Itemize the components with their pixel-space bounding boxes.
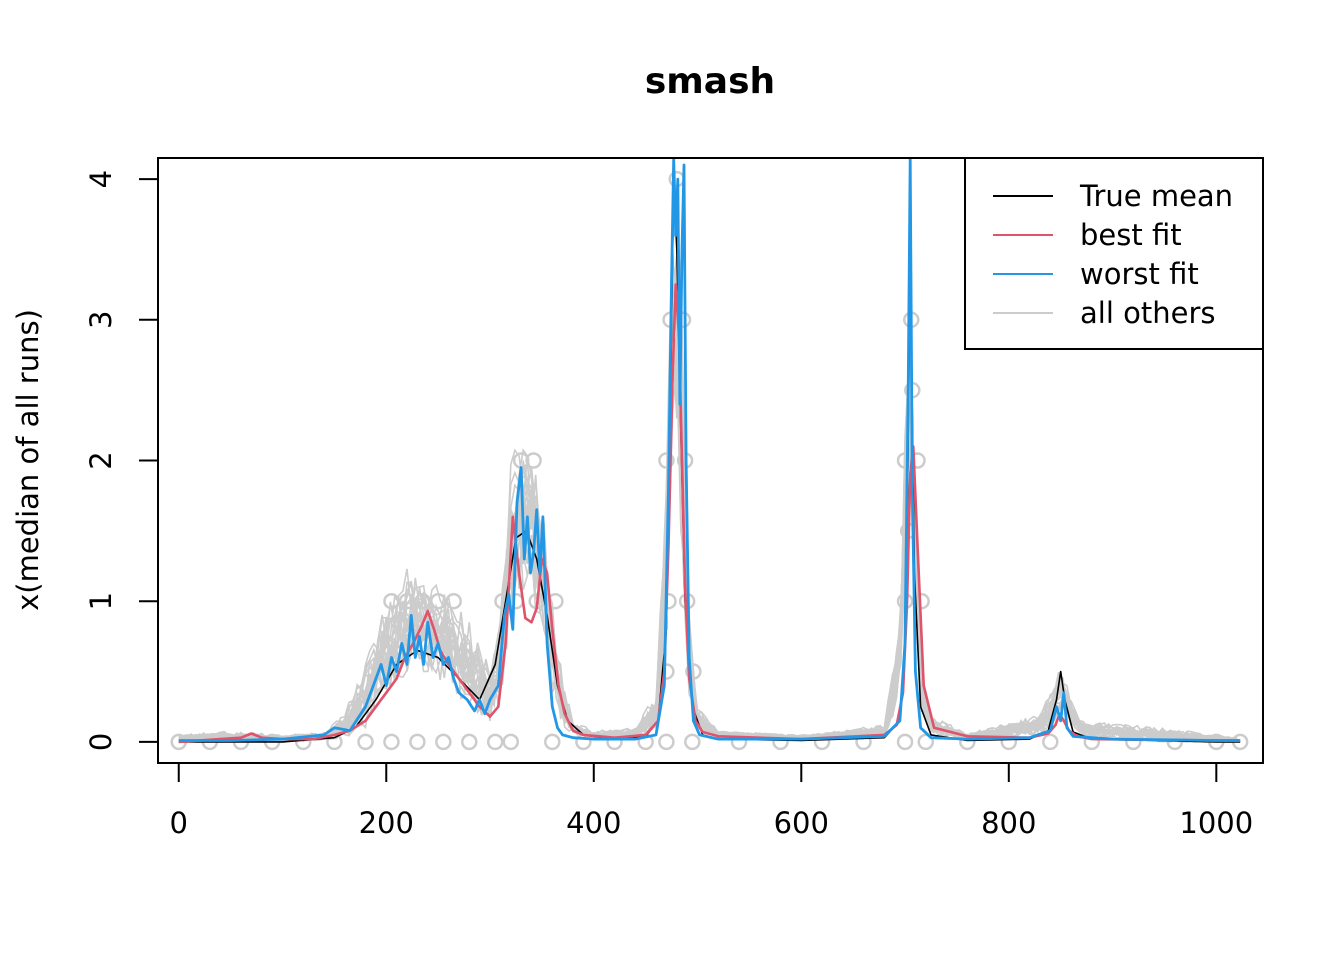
y-axis: 0 1 2 3 4 (84, 170, 159, 751)
other-run-point (445, 592, 462, 610)
other-run-point (658, 663, 675, 680)
x-tick-label: 600 (774, 806, 829, 840)
other-run-line (178, 342, 1238, 743)
other-run-point (959, 733, 976, 751)
other-run-line (178, 360, 1238, 743)
fit-lines (178, 158, 1241, 744)
other-run-point (398, 592, 416, 610)
x-tick-label: 0 (170, 806, 188, 840)
other-run-point (486, 733, 504, 751)
legend-label: best fit (1080, 218, 1182, 252)
legend-label: True mean (1079, 179, 1233, 213)
other-run-point (896, 733, 914, 751)
x-tick-label: 800 (981, 806, 1036, 840)
other-run-point (525, 452, 542, 469)
other-run-line (178, 343, 1238, 742)
x-axis: 0 200 400 600 800 1000 (170, 762, 1253, 840)
x-tick-label: 400 (566, 806, 621, 840)
other-run-point (730, 733, 748, 751)
other-run-point (1083, 733, 1101, 751)
other-run-point (1000, 733, 1018, 751)
other-run-line (178, 305, 1238, 742)
other-run-point (772, 733, 789, 751)
other-run-line (178, 344, 1238, 743)
other-run-point (1125, 733, 1142, 751)
other-run-line (178, 313, 1238, 743)
other-run-line (178, 324, 1238, 742)
other-run-point (813, 733, 831, 751)
other-run-line (178, 280, 1238, 742)
other-run-point (547, 592, 564, 610)
other-run-line (178, 326, 1238, 741)
legend-box (964, 157, 1264, 350)
other-run-line (178, 340, 1238, 742)
other-run-point (383, 733, 400, 751)
other-run-point (917, 733, 935, 751)
other-run-line (178, 366, 1238, 742)
other-run-point (429, 592, 447, 610)
y-tick-label: 4 (84, 170, 118, 188)
y-tick-label: 1 (84, 592, 118, 610)
other-run-point (295, 733, 312, 751)
other-run-point (606, 733, 623, 751)
legend: True mean best fit worst fit all others (964, 157, 1264, 350)
other-run-point (502, 733, 520, 751)
other-run-point (658, 733, 675, 751)
chart-title: smash (645, 61, 775, 102)
other-run-point (544, 733, 561, 751)
other-run-point (660, 592, 677, 610)
other-run-point (461, 733, 478, 751)
y-tick-label: 0 (84, 733, 118, 751)
plot-frame (157, 157, 1264, 764)
x-tick-label: 1000 (1179, 806, 1253, 840)
other-run-point (435, 733, 452, 751)
y-tick-label: 2 (84, 451, 118, 469)
other-run-point (674, 311, 692, 329)
x-tick-label: 200 (359, 806, 414, 840)
other-run-point (357, 733, 374, 751)
legend-label: worst fit (1080, 257, 1199, 291)
other-run-point (1042, 733, 1059, 751)
other-run-point (409, 733, 426, 751)
other-run-point (685, 663, 702, 680)
legend-label: all others (1080, 296, 1215, 330)
other-run-line (178, 325, 1238, 743)
other-run-line (178, 300, 1238, 741)
y-axis-label: x(median of all runs) (11, 309, 45, 611)
other-run-point (383, 592, 400, 610)
worst-fit-line (178, 158, 1241, 742)
other-run-point (658, 452, 675, 469)
other-run-point (414, 592, 431, 610)
other-run-line (178, 225, 1238, 740)
best-fit-line (178, 283, 1241, 744)
other-run-point (684, 733, 701, 751)
y-tick-label: 3 (84, 311, 118, 329)
